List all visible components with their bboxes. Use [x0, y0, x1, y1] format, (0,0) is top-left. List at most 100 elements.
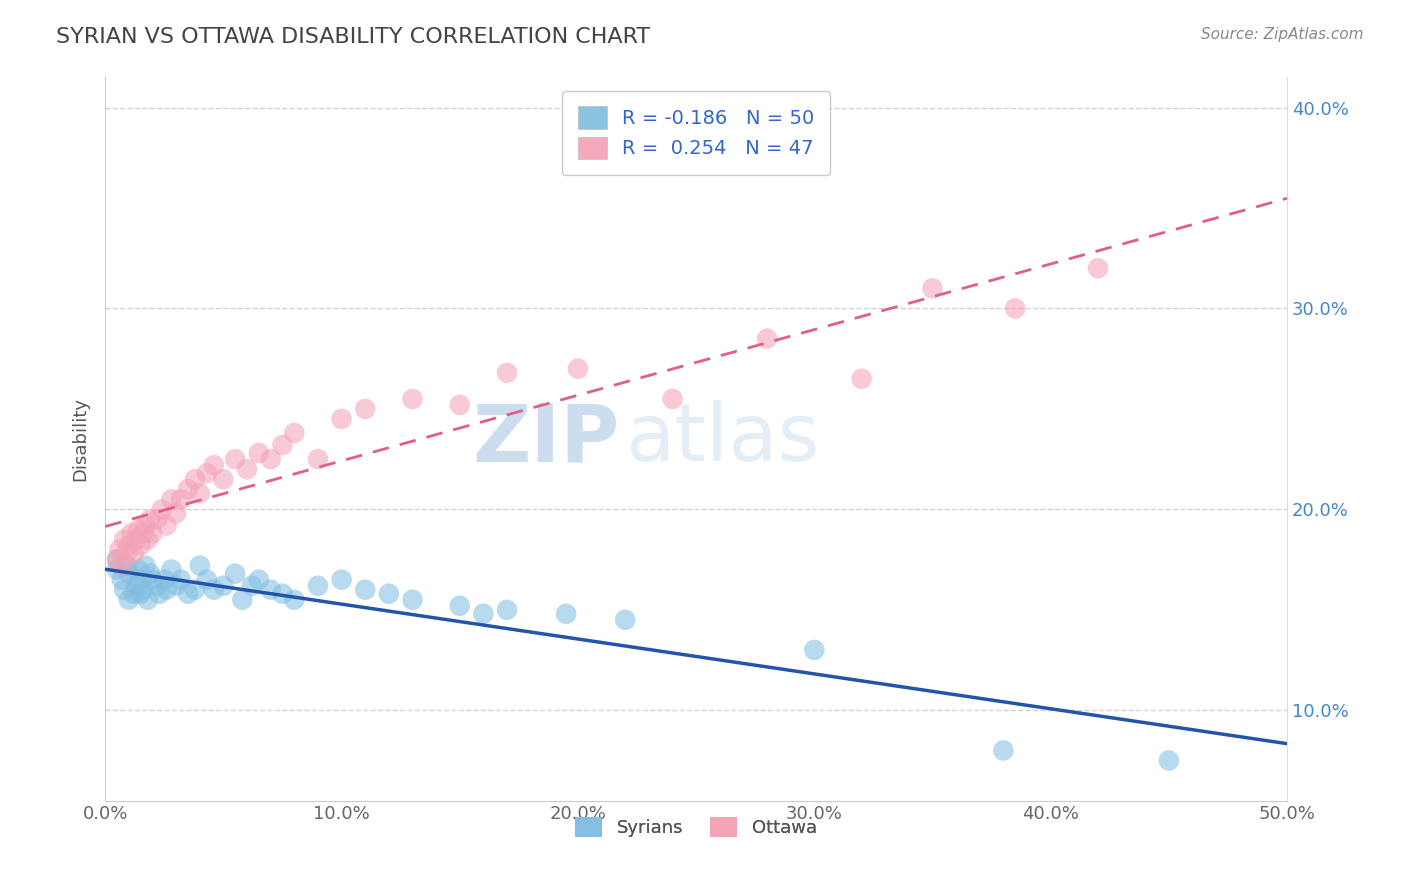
Point [129, 573, 152, 587]
Point [993, 743, 1015, 757]
Point [188, 486, 211, 500]
Point [156, 518, 179, 533]
Point [111, 558, 134, 573]
Point [132, 582, 155, 597]
Point [354, 401, 377, 416]
Point [247, 573, 270, 587]
Point [122, 547, 145, 561]
Point [851, 372, 873, 386]
Point [378, 587, 401, 601]
Point [184, 472, 207, 486]
Point [614, 613, 637, 627]
Point [212, 579, 235, 593]
Point [153, 573, 176, 587]
Point [136, 533, 159, 547]
Point [236, 462, 259, 476]
Point [195, 573, 218, 587]
Point [141, 526, 163, 541]
Point [496, 366, 519, 380]
Point [202, 458, 225, 472]
Point [283, 592, 305, 607]
Point [148, 587, 170, 601]
Point [247, 446, 270, 460]
Point [567, 361, 589, 376]
Point [127, 563, 149, 577]
Point [401, 592, 423, 607]
Point [224, 566, 246, 581]
Point [496, 603, 519, 617]
Point [184, 582, 207, 597]
Point [330, 412, 353, 426]
Point [112, 533, 135, 547]
Point [105, 563, 128, 577]
Point [132, 526, 155, 541]
Point [129, 539, 152, 553]
Point [271, 438, 294, 452]
Point [661, 392, 683, 406]
Point [165, 579, 187, 593]
Point [170, 492, 193, 507]
Point [134, 518, 156, 533]
Point [212, 472, 235, 486]
Text: SYRIAN VS OTTAWA DISABILITY CORRELATION CHART: SYRIAN VS OTTAWA DISABILITY CORRELATION … [56, 27, 651, 46]
Point [165, 507, 187, 521]
Point [111, 573, 134, 587]
Point [150, 502, 173, 516]
Point [170, 573, 193, 587]
Point [134, 558, 156, 573]
Text: atlas: atlas [626, 400, 820, 478]
Y-axis label: Disability: Disability [72, 397, 89, 481]
Point [156, 582, 179, 597]
Point [122, 587, 145, 601]
Legend: Syrians, Ottawa: Syrians, Ottawa [567, 808, 827, 846]
Point [307, 579, 329, 593]
Point [115, 547, 138, 561]
Point [105, 552, 128, 566]
Point [921, 281, 943, 295]
Point [160, 563, 183, 577]
Point [112, 582, 135, 597]
Point [1087, 261, 1109, 276]
Point [472, 607, 495, 621]
Point [803, 643, 825, 657]
Point [118, 592, 141, 607]
Point [177, 482, 200, 496]
Point [224, 452, 246, 467]
Point [1004, 301, 1026, 316]
Point [120, 526, 142, 541]
Point [231, 592, 253, 607]
Point [202, 582, 225, 597]
Point [125, 533, 148, 547]
Point [555, 607, 578, 621]
Point [139, 566, 162, 581]
Point [195, 466, 218, 480]
Point [188, 558, 211, 573]
Point [136, 592, 159, 607]
Point [401, 392, 423, 406]
Point [118, 539, 141, 553]
Point [307, 452, 329, 467]
Point [449, 599, 471, 613]
Point [108, 542, 131, 557]
Point [115, 558, 138, 573]
Point [271, 587, 294, 601]
Point [125, 579, 148, 593]
Point [756, 332, 779, 346]
Point [240, 579, 263, 593]
Point [146, 512, 169, 526]
Point [105, 552, 128, 566]
Point [127, 523, 149, 537]
Point [129, 587, 152, 601]
Point [330, 573, 353, 587]
Point [139, 512, 162, 526]
Point [283, 425, 305, 440]
Text: ZIP: ZIP [472, 400, 619, 478]
Point [177, 587, 200, 601]
Point [141, 573, 163, 587]
Point [449, 398, 471, 412]
Point [118, 566, 141, 581]
Point [260, 452, 283, 467]
Point [1157, 754, 1180, 768]
Text: Source: ZipAtlas.com: Source: ZipAtlas.com [1201, 27, 1364, 42]
Point [146, 579, 169, 593]
